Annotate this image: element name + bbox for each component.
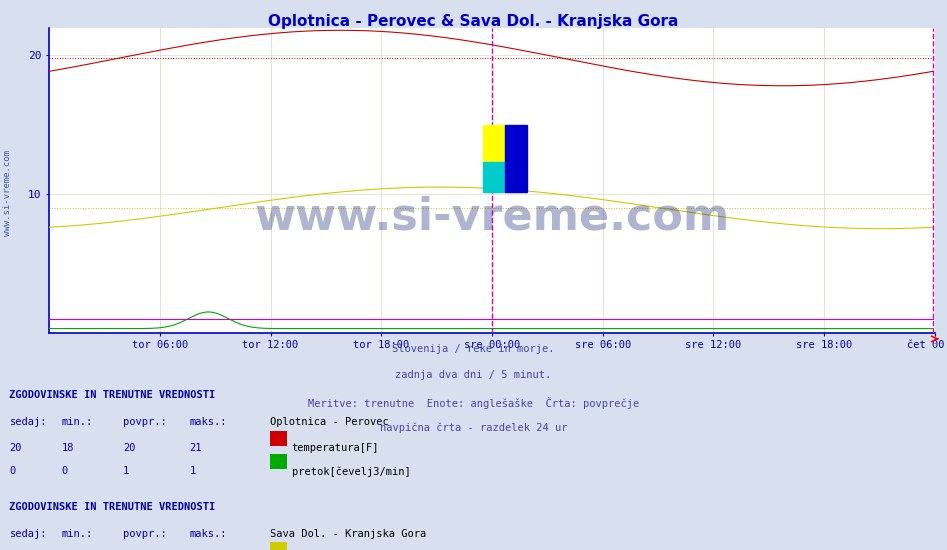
- Text: 18: 18: [62, 443, 74, 453]
- Text: 0: 0: [9, 466, 16, 476]
- Text: 1: 1: [189, 466, 196, 476]
- Text: maks.:: maks.:: [189, 417, 227, 427]
- Text: Sava Dol. - Kranjska Gora: Sava Dol. - Kranjska Gora: [270, 529, 426, 538]
- Bar: [506, 125, 527, 192]
- Text: sedaj:: sedaj:: [9, 529, 47, 538]
- Bar: [483, 125, 506, 162]
- Text: povpr.:: povpr.:: [123, 529, 167, 538]
- Text: zadnja dva dni / 5 minut.: zadnja dva dni / 5 minut.: [396, 370, 551, 380]
- Text: min.:: min.:: [62, 417, 93, 427]
- Text: temperatura[F]: temperatura[F]: [292, 443, 379, 453]
- Text: sedaj:: sedaj:: [9, 417, 47, 427]
- Text: min.:: min.:: [62, 529, 93, 538]
- Text: 21: 21: [189, 443, 202, 453]
- Text: Oplotnica - Perovec & Sava Dol. - Kranjska Gora: Oplotnica - Perovec & Sava Dol. - Kranjs…: [268, 14, 679, 29]
- Text: www.si-vreme.com: www.si-vreme.com: [3, 150, 12, 235]
- Text: pretok[čevelj3/min]: pretok[čevelj3/min]: [292, 466, 410, 477]
- Text: www.si-vreme.com: www.si-vreme.com: [255, 195, 729, 238]
- Text: navpična črta - razdelek 24 ur: navpična črta - razdelek 24 ur: [380, 423, 567, 433]
- Text: Oplotnica - Perovec: Oplotnica - Perovec: [270, 417, 388, 427]
- Text: maks.:: maks.:: [189, 529, 227, 538]
- Text: povpr.:: povpr.:: [123, 417, 167, 427]
- Text: 0: 0: [62, 466, 68, 476]
- Text: Slovenija / reke in morje.: Slovenija / reke in morje.: [392, 344, 555, 354]
- Text: 20: 20: [9, 443, 22, 453]
- Bar: [483, 162, 506, 192]
- Text: 20: 20: [123, 443, 135, 453]
- Text: ZGODOVINSKE IN TRENUTNE VREDNOSTI: ZGODOVINSKE IN TRENUTNE VREDNOSTI: [9, 502, 216, 512]
- Text: 1: 1: [123, 466, 130, 476]
- Text: ZGODOVINSKE IN TRENUTNE VREDNOSTI: ZGODOVINSKE IN TRENUTNE VREDNOSTI: [9, 390, 216, 400]
- Text: Meritve: trenutne  Enote: anglešaške  Črta: povprečje: Meritve: trenutne Enote: anglešaške Črta…: [308, 397, 639, 409]
